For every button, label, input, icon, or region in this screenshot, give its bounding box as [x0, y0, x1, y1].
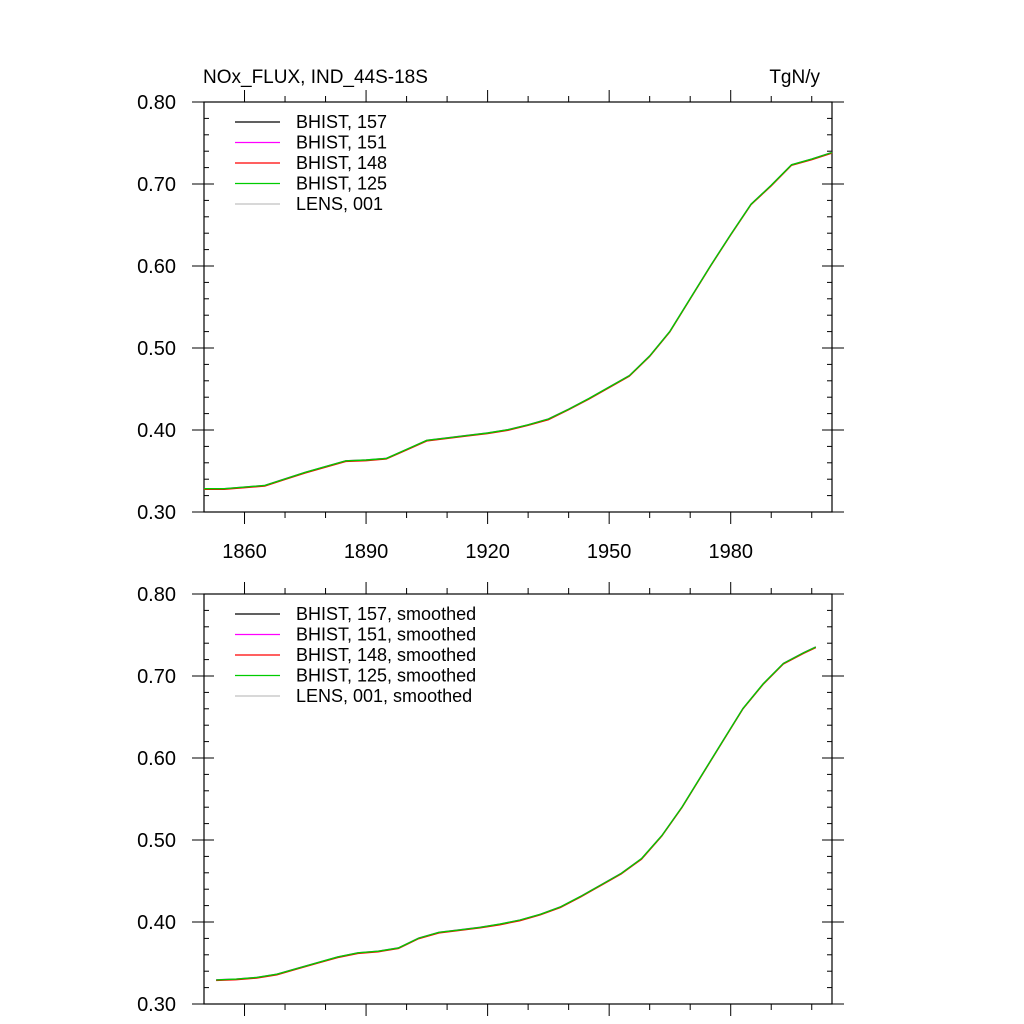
y-tick-label: 0.60	[137, 748, 176, 770]
top-panel: NOx_FLUX, IND_44S-18S TgN/y 0.30 0.40 0.50…	[137, 67, 844, 563]
legend-label: BHIST, 157, smoothed	[296, 604, 476, 624]
plot-area-bottom: 0.30 0.40 0.50 0.60 0.70 0.80	[137, 582, 844, 1016]
legend-label: LENS, 001, smoothed	[296, 686, 472, 706]
y-tick-label: 0.50	[137, 830, 176, 852]
y-tick-label: 0.60	[137, 256, 176, 278]
legend-label: BHIST, 151	[296, 133, 387, 153]
y-tick-label: 0.40	[137, 420, 176, 442]
legend-label: BHIST, 125	[296, 174, 387, 194]
plot-area-top: 0.30 0.40 0.50 0.60 0.70 0.80 1860 1890 1920 1950…	[137, 90, 844, 563]
units-label: TgN/y	[769, 67, 820, 88]
legend-label: BHIST, 125, smoothed	[296, 666, 476, 686]
y-tick-label: 0.50	[137, 338, 176, 360]
y-tick-label: 0.80	[137, 584, 176, 606]
x-tick-label: 1920	[465, 541, 510, 563]
series-line-3	[204, 151, 833, 490]
x-tick-label: 1890	[344, 541, 389, 563]
x-tick-label: 1860	[222, 541, 267, 563]
y-tick-label: 0.70	[137, 174, 176, 196]
series-line-3	[216, 646, 817, 981]
x-tick-label: 1950	[587, 541, 632, 563]
y-tick-label: 0.30	[137, 994, 176, 1016]
x-tick-label: 1980	[708, 541, 753, 563]
legend-label: BHIST, 157	[296, 112, 387, 132]
y-tick-label: 0.80	[137, 92, 176, 114]
legend-label: BHIST, 148	[296, 153, 387, 173]
plot-frame	[203, 101, 833, 513]
legend-label: BHIST, 151, smoothed	[296, 625, 476, 645]
legend-label: LENS, 001	[296, 194, 383, 214]
y-tick-label: 0.40	[137, 912, 176, 934]
bottom-panel: 0.30 0.40 0.50 0.60 0.70 0.80 BHIST, 157, smo…	[137, 582, 844, 1016]
y-tick-label: 0.30	[137, 502, 176, 524]
plot-frame	[203, 593, 833, 1005]
y-tick-label: 0.70	[137, 666, 176, 688]
legend-label: BHIST, 148, smoothed	[296, 645, 476, 665]
chart-title: NOx_FLUX, IND_44S-18S	[203, 67, 428, 88]
